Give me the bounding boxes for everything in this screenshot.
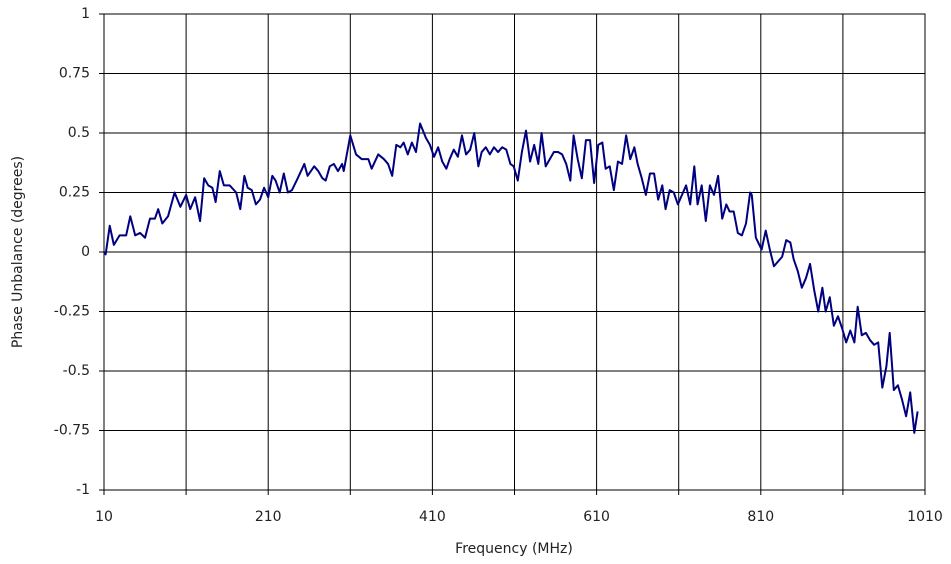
y-tick-label: 1 <box>81 6 90 22</box>
x-axis-title: Frequency (MHz) <box>455 541 573 557</box>
x-tick-label: 610 <box>583 509 610 525</box>
x-tick-label: 1010 <box>907 509 943 525</box>
y-tick-label: -1 <box>76 482 90 498</box>
y-tick-label: -0.75 <box>54 423 90 439</box>
data-line <box>103 122 919 434</box>
y-tick-label: 0.25 <box>59 185 90 201</box>
x-tick-label: 410 <box>419 509 446 525</box>
y-axis-title: Phase Unbalance (degrees) <box>10 156 26 348</box>
y-tick-label: -0.5 <box>63 363 90 379</box>
y-tick-label: 0.75 <box>59 66 90 82</box>
y-tick-label: -0.25 <box>54 304 90 320</box>
y-tick-label: 0 <box>81 244 90 260</box>
x-tick-label: 810 <box>747 509 774 525</box>
x-tick-label: 10 <box>95 509 113 525</box>
y-tick-label: 0.5 <box>68 125 90 141</box>
x-tick-label: 210 <box>255 509 282 525</box>
